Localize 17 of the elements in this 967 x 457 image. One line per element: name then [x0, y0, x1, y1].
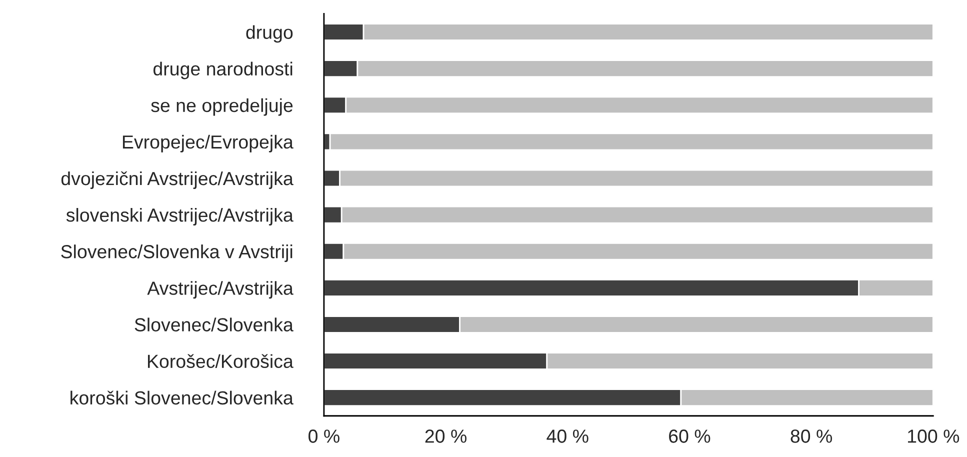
y-tick-label: drugo: [246, 25, 293, 43]
y-tick-label: druge narodnosti: [153, 62, 292, 80]
y-tick-label: Evropejec/Evropejka: [122, 134, 294, 152]
y-tick-label: Slovenec/Slovenka: [134, 318, 294, 332]
x-tick-label: 20 %: [425, 430, 466, 443]
x-tick-label: 0 %: [308, 430, 340, 443]
x-tick-label: 80 %: [790, 430, 832, 443]
y-tick-label: koroški Slovenec/Slovenka: [70, 390, 294, 405]
x-tick-label: 60 %: [669, 430, 710, 443]
x-tick-label: 100 %: [908, 430, 960, 443]
y-tick-label: dvojezični Avstrijec/Avstrijka: [61, 171, 294, 189]
y-tick-label: slovenski Avstrijec/Avstrijka: [66, 208, 294, 226]
y-tick-label: Slovenec/Slovenka v Avstriji: [61, 244, 292, 262]
y-tick-label: Korošec/Korošica: [148, 354, 294, 368]
y-tick-label: se ne opredeljuje: [151, 98, 293, 116]
x-tick-label: 40 %: [546, 430, 588, 443]
y-tick-label: Avstrijec/Avstrijka: [147, 281, 294, 299]
